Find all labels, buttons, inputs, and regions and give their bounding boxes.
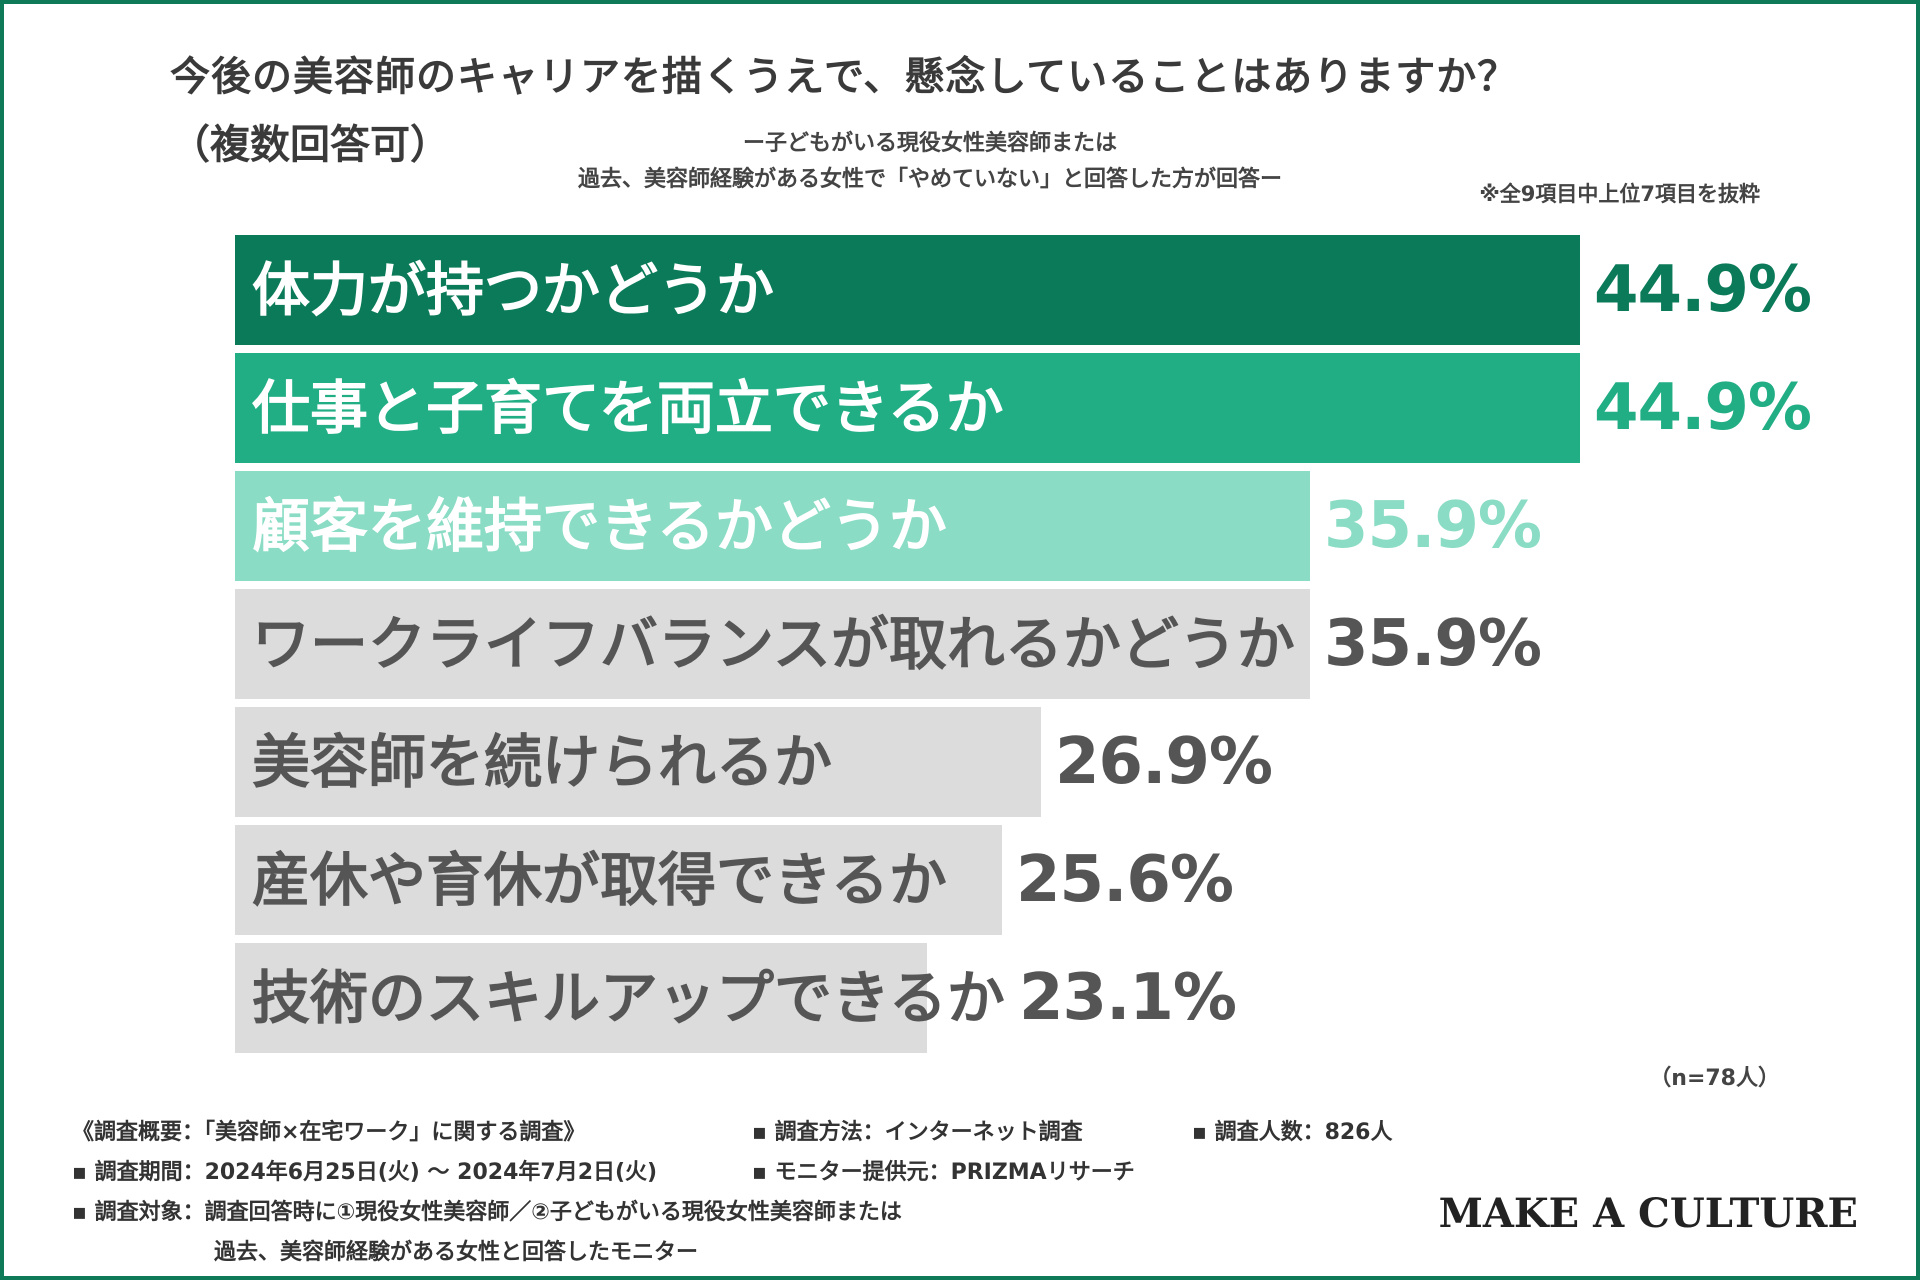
- bar-label-2: 仕事と子育てを両立できるか: [252, 374, 1004, 442]
- survey-overview: 《調査概要：「美容師×在宅ワーク」に関する調査》: [72, 1120, 586, 1145]
- bar-value-2: 44.9%: [1594, 371, 1812, 445]
- survey-period: ▪ 調査期間：2024年6月25日(火) 〜 2024年7月2日(火): [72, 1160, 658, 1185]
- survey-method: ▪ 調査方法：インターネット調査: [752, 1120, 1083, 1145]
- survey-provider: ▪ モニター提供元：PRIZMAリサーチ: [752, 1160, 1135, 1185]
- bar-value-3: 35.9%: [1324, 489, 1542, 563]
- bar-value-6: 25.6%: [1016, 843, 1234, 917]
- bar-value-4: 35.9%: [1324, 607, 1542, 681]
- survey-target: ▪ 調査対象：調査回答時に①現役女性美容師／②子どもがいる現役女性美容師または: [72, 1200, 902, 1225]
- survey-target-cont: 過去、美容師経験がある女性と回答したモニター: [214, 1240, 699, 1265]
- bar-value-5: 26.9%: [1055, 725, 1273, 799]
- sample-size: （n=78人）: [1649, 1066, 1780, 1091]
- brand-logo: MAKE A CULTURE: [1438, 1190, 1858, 1237]
- bar-value-1: 44.9%: [1594, 253, 1812, 327]
- respondent-note-line1: ー子どもがいる現役女性美容師または: [742, 131, 1117, 156]
- bar-1: [235, 235, 1580, 345]
- bar-chart: 体力が持つかどうか 44.9% 仕事と子育てを両立できるか 44.9% 顧客を維持できる…: [235, 235, 1812, 1053]
- respondent-note: ー子どもがいる現役女性美容師または 過去、美容師経験がある女性で「やめていない」…: [480, 126, 1380, 198]
- bar-label-4: ワークライフバランスが取れるかどうか: [252, 610, 1295, 678]
- bar-label-3: 顧客を維持できるかどうか: [252, 492, 947, 560]
- excerpt-note: ※全9項目中上位7項目を抜粋: [1479, 182, 1760, 206]
- bar-label-5: 美容師を続けられるか: [252, 728, 833, 796]
- respondent-note-line2: 過去、美容師経験がある女性で「やめていない」と回答した方が回答ー: [577, 167, 1282, 192]
- bar-label-7: 技術のスキルアップできるか: [252, 964, 1005, 1032]
- bar-4: [235, 589, 1310, 699]
- chart-title-sub: （複数回答可）: [170, 122, 450, 168]
- chart-title: 今後の美容師のキャリアを描くうえで、懸念していることはありますか？: [170, 54, 1519, 100]
- bar-2: [235, 353, 1580, 463]
- bar-3: [235, 471, 1310, 581]
- survey-count: ▪ 調査人数：826人: [1192, 1120, 1393, 1145]
- bar-5: [235, 707, 1041, 817]
- bar-label-1: 体力が持つかどうか: [252, 256, 775, 324]
- bar-6: [235, 825, 1002, 935]
- bar-label-6: 産休や育休が取得できるか: [252, 846, 947, 914]
- bar-7: [235, 943, 927, 1053]
- bar-value-7: 23.1%: [1019, 961, 1237, 1035]
